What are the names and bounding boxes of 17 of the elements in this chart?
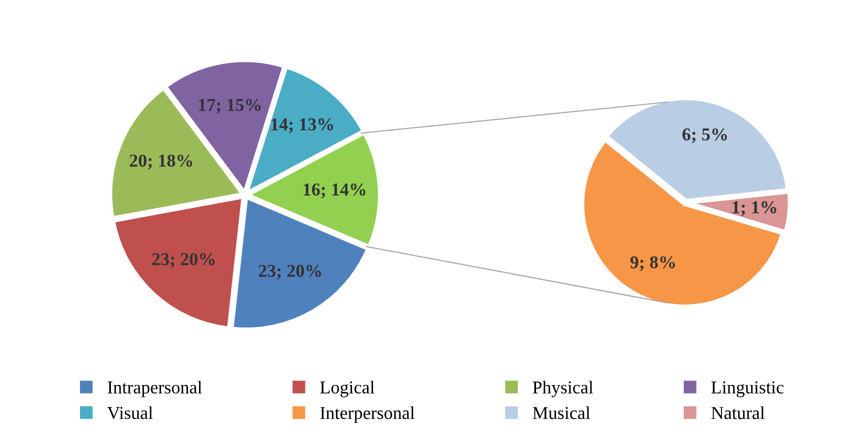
data-label: 16; 14% bbox=[304, 183, 366, 198]
legend-label: Interpersonal bbox=[320, 406, 415, 423]
data-label: 14; 13% bbox=[271, 118, 334, 134]
legend-label: Natural bbox=[711, 406, 765, 420]
data-label: 17; 15% bbox=[199, 98, 261, 114]
legend-label: Physical bbox=[532, 380, 594, 398]
legend-label: Intrapersonal bbox=[108, 380, 202, 398]
data-label: 9; 8% bbox=[630, 256, 675, 272]
legend-label: Musical bbox=[532, 406, 590, 420]
data-label: 23; 20% bbox=[258, 264, 322, 280]
legend-label: Visual bbox=[107, 406, 153, 420]
data-label: 1; 1% bbox=[732, 201, 776, 216]
data-label: 20; 18% bbox=[130, 154, 192, 170]
data-label: 23; 20% bbox=[152, 253, 215, 268]
data-label: 6; 5% bbox=[682, 128, 727, 144]
legend-label: Logical bbox=[320, 380, 374, 398]
legend-label: Linguistic bbox=[711, 381, 784, 398]
